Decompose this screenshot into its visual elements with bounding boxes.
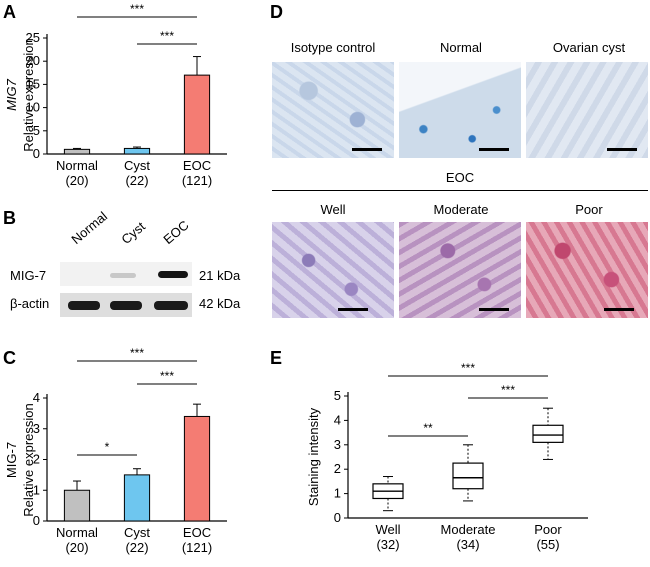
scale-bar [607,148,637,151]
histology-image-normal [399,62,521,158]
y-tick-label: 15 [26,76,40,91]
y-tick-label: 10 [26,100,40,115]
significance-label: *** [130,2,144,16]
scale-bar [604,308,634,311]
significance-label: *** [501,383,515,397]
panel-letter-b: B [3,208,16,228]
y-tick-label: 4 [334,412,341,427]
x-category-count: (22) [125,173,148,188]
x-category-count: (20) [65,173,88,188]
x-category-count: (22) [125,540,148,555]
x-category-label: EOC [183,525,211,540]
bar-cyst [123,147,151,155]
blot-size-label: 21 kDa [199,268,241,283]
scale-bar [338,308,368,311]
significance-label: *** [461,361,475,375]
bar-normal [63,148,91,155]
y-tick-label: 2 [33,452,40,467]
y-tick-label: 25 [26,30,40,45]
x-category-label: Normal [56,525,98,540]
significance-label: *** [160,29,174,43]
y-tick-label: 5 [33,123,40,138]
x-category-count: (121) [182,173,212,188]
y-tick-label: 4 [33,390,40,405]
x-category-count: (34) [456,537,479,552]
blot-row-label: MIG-7 [10,268,47,283]
histology-image-isotype [272,62,394,158]
histology-image-poor [526,222,648,318]
y-tick-label: 3 [334,437,341,452]
y-tick-label: 1 [33,482,40,497]
eoc-group-divider [272,190,648,191]
histology-caption: Poor [575,202,603,217]
y-tick-label: 0 [33,513,40,528]
significance-label: ** [423,421,433,435]
x-category-label: Moderate [441,522,496,537]
box-poor [532,424,564,443]
bar-cyst [123,474,151,522]
x-category-count: (32) [376,537,399,552]
box-moderate [452,462,484,490]
histology-caption: Well [320,202,346,217]
histology-caption: Normal [440,40,482,55]
y-axis-label-gene: MIG-7 [4,442,19,478]
bar-normal [63,489,91,522]
blot-row-label: β-actin [10,296,50,311]
x-category-label: EOC [183,158,211,173]
blot-size-label: 42 kDa [199,296,241,311]
panel-letter-a: A [3,2,16,22]
y-axis-label: Relative expression [21,403,36,516]
blot-strip-mig7 [60,262,192,286]
blot-strip-actin [60,293,192,317]
x-category-count: (121) [182,540,212,555]
scale-bar [352,148,382,151]
x-category-label: Poor [534,522,562,537]
y-tick-label: 2 [334,461,341,476]
histology-caption: Ovarian cyst [552,40,626,55]
y-tick-label: 1 [334,486,341,501]
y-axis-label: Relative expression [21,38,36,151]
scale-bar [479,148,509,151]
bar-eoc [183,415,211,522]
panel-letter-e: E [270,348,283,368]
histology-caption: Isotype control [290,40,376,55]
y-tick-label: 20 [26,53,40,68]
panel-letter-d: D [270,2,283,22]
y-tick-label: 3 [33,421,40,436]
y-tick-label: 0 [33,146,40,161]
y-axis-label-gene: MIG7 [4,78,19,111]
x-category-count: (20) [65,540,88,555]
y-axis-label: Staining intensity [306,407,321,506]
x-category-label: Cyst [124,158,150,173]
y-tick-label: 0 [334,510,341,525]
histology-image-well [272,222,394,318]
x-category-count: (55) [536,537,559,552]
eoc-group-title: EOC [445,170,475,185]
significance-label: *** [160,369,174,383]
panel-letter-c: C [3,348,16,368]
histology-caption: Moderate [433,202,489,217]
histology-image-ovarian-cyst [526,62,648,158]
x-category-label: Normal [56,158,98,173]
histology-image-moderate [399,222,521,318]
scale-bar [479,308,509,311]
significance-label: *** [130,346,144,360]
x-category-label: Well [375,522,400,537]
x-category-label: Cyst [124,525,150,540]
significance-label: * [105,440,110,454]
bar-eoc [183,74,211,155]
y-tick-label: 5 [334,388,341,403]
